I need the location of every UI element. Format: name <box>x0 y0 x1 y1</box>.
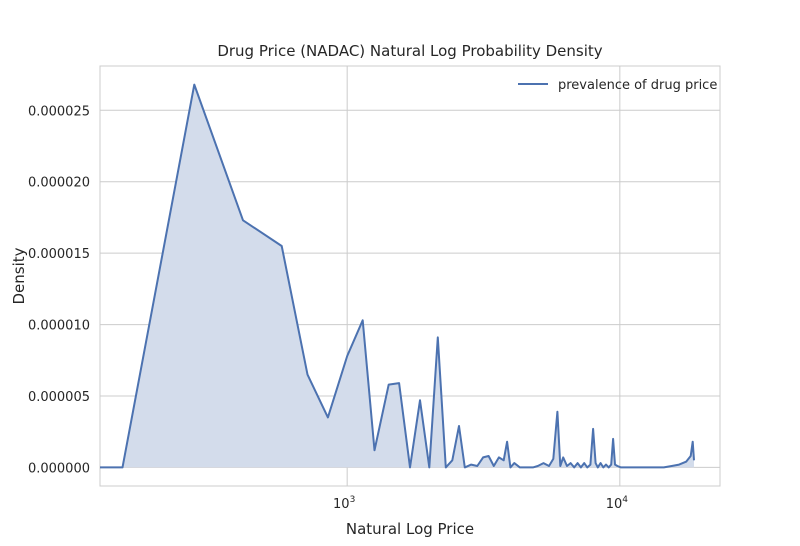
y-tick-label: 0.000020 <box>28 176 90 191</box>
x-tick-label: 104 <box>606 495 629 512</box>
y-tick-label: 0.000000 <box>28 461 90 476</box>
y-tick-label: 0.000025 <box>28 104 90 119</box>
chart-title: Drug Price (NADAC) Natural Log Probabili… <box>217 42 602 60</box>
area-layer <box>100 83 695 469</box>
x-axis-label: Natural Log Price <box>346 520 474 538</box>
plot-frame <box>99 65 721 487</box>
y-tick-label: 0.000015 <box>28 247 90 262</box>
y-tick-label: 0.000010 <box>28 319 90 334</box>
y-tick-label: 0.000005 <box>28 390 90 405</box>
y-tick-labels: 0.000000 0.000005 0.000010 0.000015 0.000020… <box>28 104 90 476</box>
legend: prevalence of drug price <box>518 78 717 93</box>
legend-label: prevalence of drug price <box>558 78 717 93</box>
density-area-fill <box>100 84 694 468</box>
x-tick-label: 103 <box>333 495 355 512</box>
x-tick-labels: 103 104 <box>333 495 628 512</box>
y-axis-label: Density <box>10 247 28 304</box>
density-line <box>100 83 695 469</box>
